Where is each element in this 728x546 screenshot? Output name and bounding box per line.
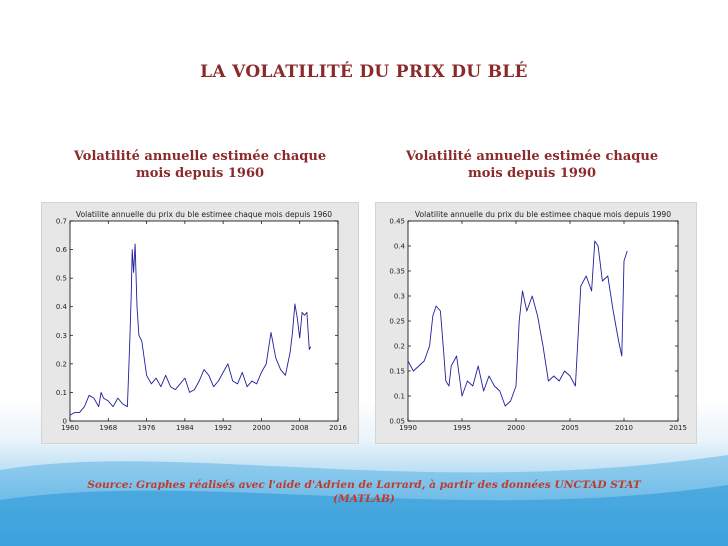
c1960-ytick-label-0: 0 xyxy=(63,418,67,426)
c1990-series-line-0 xyxy=(407,240,628,407)
c1990-ytick-label-0: 0.05 xyxy=(389,418,405,426)
c1960-xtick-label-1: 1968 xyxy=(99,424,117,432)
chart-1990: Volatilite annuelle du prix du ble estim… xyxy=(389,210,687,432)
c1960-xtick-label-4: 1992 xyxy=(214,424,232,432)
chart-frame-1960: Volatilite annuelle du prix du ble estim… xyxy=(41,202,359,444)
slide-title: LA VOLATILITÉ DU PRIX DU BLÉ xyxy=(200,62,528,82)
c1990-ytick-label-3: 0.2 xyxy=(394,343,405,351)
c1960-plot-title: Volatilite annuelle du prix du ble estim… xyxy=(76,210,332,219)
c1990-ytick-label-7: 0.4 xyxy=(394,243,406,251)
c1960-ytick-label-3: 0.3 xyxy=(56,332,67,340)
subtitle-left: Volatilité annuelle estimée chaque mois … xyxy=(73,149,327,181)
c1990-ytick-label-5: 0.3 xyxy=(394,293,405,301)
c1960-xtick-label-6: 2008 xyxy=(291,424,309,432)
c1960-series-line-0 xyxy=(69,243,312,416)
c1960-ytick-label-4: 0.4 xyxy=(56,303,68,311)
c1990-plot-title: Volatilite annuelle du prix du ble estim… xyxy=(415,210,671,219)
c1990-xtick-label-3: 2005 xyxy=(561,424,579,432)
c1960-xtick-label-2: 1976 xyxy=(138,424,156,432)
c1990-ytick-label-8: 0.45 xyxy=(389,218,405,226)
c1960-xtick-label-5: 2000 xyxy=(253,424,271,432)
c1990-xtick-label-1: 1995 xyxy=(453,424,471,432)
chart-frame-1990: Volatilite annuelle du prix du ble estim… xyxy=(375,202,697,444)
source-note: Source: Graphes réalisés avec l'aide d'A… xyxy=(87,479,641,505)
c1990-ytick-label-1: 0.1 xyxy=(394,393,405,401)
c1990-xtick-label-2: 2000 xyxy=(507,424,525,432)
c1990-xtick-label-0: 1990 xyxy=(399,424,417,432)
c1990-plot-area xyxy=(407,220,679,422)
c1990-ytick-label-2: 0.15 xyxy=(389,368,405,376)
c1960-xtick-label-3: 1984 xyxy=(176,424,194,432)
c1960-ytick-label-5: 0.5 xyxy=(56,275,67,283)
c1990-xtick-label-4: 2010 xyxy=(615,424,633,432)
subtitle-right: Volatilité annuelle estimée chaque mois … xyxy=(405,149,659,181)
c1990-xtick-label-5: 2015 xyxy=(669,424,687,432)
c1960-ytick-label-1: 0.1 xyxy=(56,389,67,397)
chart-1960: Volatilite annuelle du prix du ble estim… xyxy=(56,210,348,432)
c1960-xtick-label-0: 1960 xyxy=(61,424,79,432)
blue-wave-decoration xyxy=(0,455,728,546)
c1960-ytick-label-2: 0.2 xyxy=(56,360,67,368)
c1960-ytick-label-6: 0.6 xyxy=(56,246,68,254)
c1960-ytick-label-7: 0.7 xyxy=(56,218,67,226)
c1990-ytick-label-6: 0.35 xyxy=(389,268,405,276)
c1960-xtick-label-7: 2016 xyxy=(329,424,347,432)
c1990-ytick-label-4: 0.25 xyxy=(389,318,405,326)
